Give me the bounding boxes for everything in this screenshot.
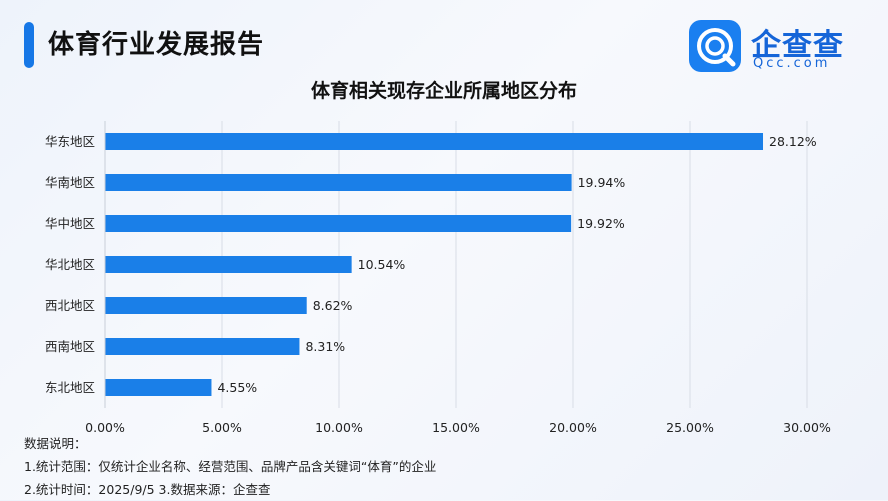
category-label: 东北地区 bbox=[45, 380, 95, 395]
x-tick-label: 0.00% bbox=[85, 420, 125, 435]
header-accent-bar bbox=[24, 22, 34, 68]
bar bbox=[105, 215, 572, 232]
data-label: 4.55% bbox=[217, 380, 257, 395]
category-label: 华南地区 bbox=[45, 175, 95, 190]
x-tick-label: 25.00% bbox=[666, 420, 714, 435]
data-label: 28.12% bbox=[769, 134, 817, 149]
bar bbox=[105, 133, 764, 150]
bar bbox=[105, 379, 212, 396]
x-tick-label: 30.00% bbox=[783, 420, 831, 435]
qcc-logo-icon bbox=[689, 20, 741, 72]
notes-line-1: 1.统计范围：仅统计企业名称、经营范围、品牌产品含关键词“体育”的企业 bbox=[24, 459, 437, 474]
report-title: 体育行业发展报告 bbox=[48, 30, 265, 60]
data-notes: 数据说明： 1.统计范围：仅统计企业名称、经营范围、品牌产品含关键词“体育”的企… bbox=[24, 432, 436, 501]
category-label: 华北地区 bbox=[45, 257, 95, 272]
chart-title: 体育相关现存企业所属地区分布 bbox=[310, 80, 577, 102]
data-label: 10.54% bbox=[358, 257, 406, 272]
data-label: 8.62% bbox=[313, 298, 353, 313]
qcc-logo-name: 企查查 bbox=[751, 28, 844, 63]
qcc-logo-domain: Qcc.com bbox=[753, 56, 831, 71]
data-label: 19.92% bbox=[577, 216, 625, 231]
category-label: 华中地区 bbox=[45, 216, 95, 231]
x-tick-label: 5.00% bbox=[202, 420, 242, 435]
qcc-logo: 企查查 Qcc.com bbox=[689, 20, 864, 72]
x-tick-label: 15.00% bbox=[432, 420, 480, 435]
bar bbox=[105, 174, 572, 191]
category-label: 西北地区 bbox=[45, 298, 95, 313]
bar bbox=[105, 256, 352, 273]
data-label: 19.94% bbox=[578, 175, 626, 190]
category-label: 华东地区 bbox=[45, 134, 95, 149]
x-tick-label: 10.00% bbox=[315, 420, 363, 435]
data-label: 8.31% bbox=[305, 339, 345, 354]
notes-line-2: 2.统计时间：2025/9/5 3.数据来源：企查查 bbox=[24, 482, 271, 497]
notes-heading: 数据说明： bbox=[24, 436, 87, 451]
bar bbox=[105, 338, 300, 355]
bar bbox=[105, 297, 307, 314]
x-tick-label: 20.00% bbox=[549, 420, 597, 435]
category-label: 西南地区 bbox=[45, 339, 95, 354]
